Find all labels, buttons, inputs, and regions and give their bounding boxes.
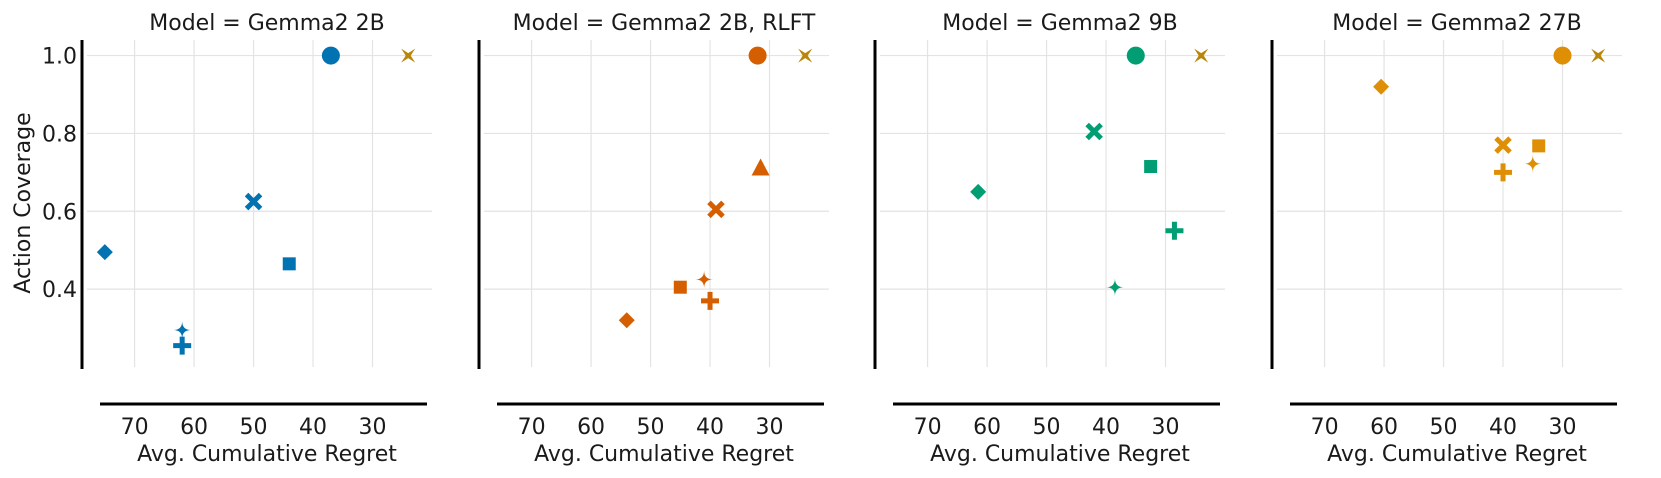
data-point-diamond: [96, 244, 113, 261]
data-point-plus: [701, 291, 720, 310]
panels: 70 60 50 40 30 0.4 0.6 0.8 1.0 Model = Gemma2 2B A…: [42, 11, 1622, 467]
x-tick-label: 60: [973, 415, 1001, 440]
x-tick-label: 60: [577, 415, 605, 440]
data-point-x: [707, 200, 725, 219]
x-axis-label: Avg. Cumulative Regret: [930, 442, 1190, 467]
data-point-x: [1494, 136, 1512, 154]
data-point-plus: [1494, 163, 1513, 182]
x-tick-label: 30: [359, 415, 387, 440]
x-tick-label: 70: [1311, 415, 1339, 440]
x-tick-label: 30: [756, 415, 784, 440]
data-point-sparkle: [695, 270, 714, 289]
data-point-star4: [1591, 48, 1606, 63]
data-point-star4: [1194, 48, 1209, 63]
data-point-triangle: [751, 158, 770, 176]
x-tick-label: 30: [1549, 415, 1577, 440]
x-tick-label: 60: [180, 415, 208, 440]
x-axis-label: Avg. Cumulative Regret: [137, 442, 397, 467]
panel-4: 70 60 50 40 30 Model = Gemma2 27B Avg. Cumulat…: [1270, 11, 1622, 467]
data-point-circle: [321, 46, 340, 65]
data-point-x: [1085, 122, 1103, 141]
data-point-square: [1532, 139, 1546, 153]
x-tick-label: 50: [1430, 415, 1458, 440]
x-tick-label: 50: [637, 415, 665, 440]
data-point-square: [1144, 160, 1158, 174]
x-tick-label: 30: [1152, 415, 1180, 440]
data-point-diamond: [970, 183, 987, 200]
x-tick-label: 40: [299, 415, 327, 440]
x-tick-label: 60: [1370, 415, 1398, 440]
x-tick-label: 50: [240, 415, 268, 440]
data-point-circle: [1126, 46, 1145, 65]
data-point-plus: [1165, 221, 1184, 240]
panel-title: Model = Gemma2 2B: [149, 11, 384, 36]
data-point-sparkle: [1105, 278, 1124, 297]
panel-3: 70 60 50 40 30 Model = Gemma2 9B Avg. Cumulati…: [873, 11, 1225, 467]
x-tick-label: 40: [1092, 415, 1120, 440]
x-axis-label: Avg. Cumulative Regret: [1327, 442, 1587, 467]
panel-2: 70 60 50 40 30 Model = Gemma2 2B, RLFT Avg. Cu…: [477, 11, 829, 467]
x-tick-label: 50: [1033, 415, 1061, 440]
data-point-star4: [798, 48, 813, 63]
x-tick-label: 40: [696, 415, 724, 440]
x-tick-label: 40: [1489, 415, 1517, 440]
x-tick-label: 70: [121, 415, 149, 440]
y-tick-label: 0.4: [42, 278, 77, 303]
panel-title: Model = Gemma2 9B: [942, 11, 1177, 36]
data-point-square: [282, 257, 296, 271]
data-point-diamond: [1373, 78, 1390, 95]
data-point-circle: [1553, 46, 1572, 65]
panel-1: 70 60 50 40 30 0.4 0.6 0.8 1.0 Model = Gemma2 2B A…: [42, 11, 432, 467]
y-axis-label: Action Coverage: [11, 112, 36, 293]
y-tick-label: 0.6: [42, 200, 77, 225]
data-point-x: [244, 192, 263, 211]
data-point-plus: [173, 336, 192, 355]
data-point-diamond: [618, 312, 635, 329]
data-point-star4: [401, 48, 416, 63]
data-point-square: [673, 280, 687, 294]
y-tick-label: 0.8: [42, 122, 77, 147]
x-tick-label: 70: [914, 415, 942, 440]
x-axis-label: Avg. Cumulative Regret: [534, 442, 794, 467]
panel-title: Model = Gemma2 27B: [1332, 11, 1581, 36]
data-point-sparkle: [1523, 154, 1542, 173]
panel-title: Model = Gemma2 2B, RLFT: [513, 11, 816, 36]
x-tick-label: 70: [518, 415, 546, 440]
data-point-circle: [748, 46, 767, 65]
data-point-sparkle: [173, 321, 192, 340]
y-tick-label: 1.0: [42, 45, 77, 70]
